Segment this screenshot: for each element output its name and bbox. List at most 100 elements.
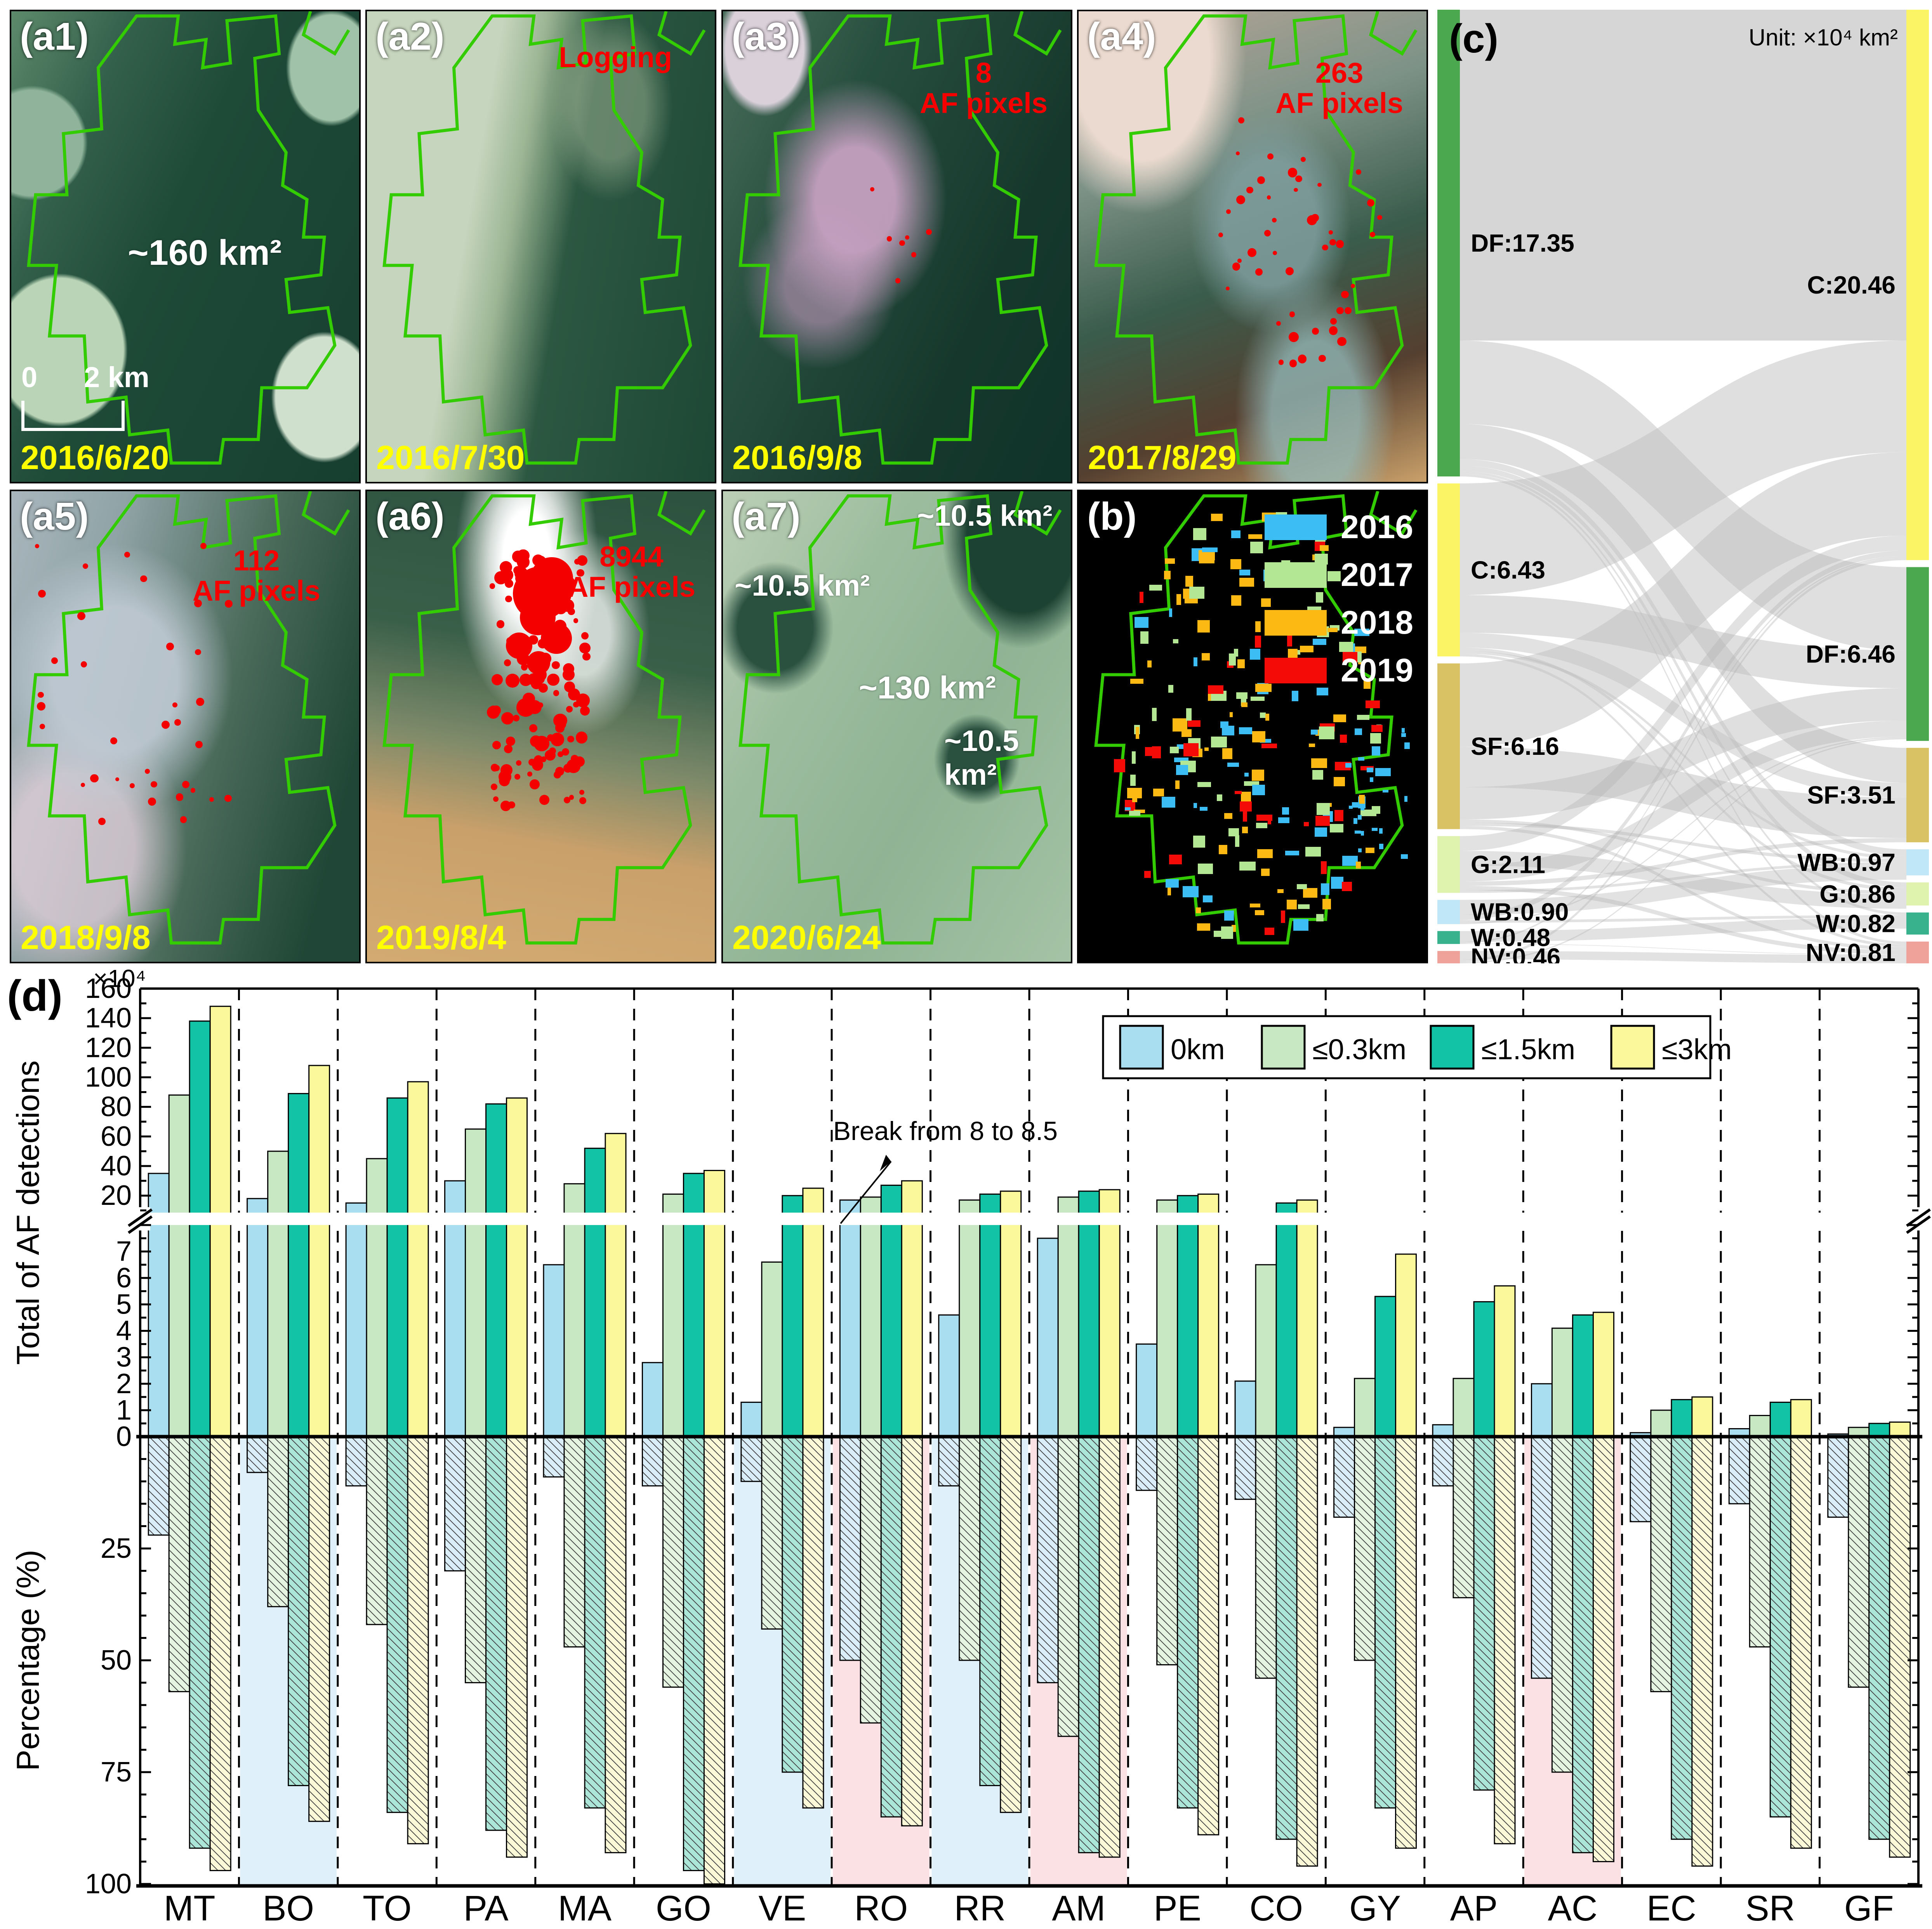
svg-text:CO: CO — [1249, 1889, 1303, 1928]
image-date: 2020/6/24 — [732, 919, 881, 956]
svg-text:SF:3.51: SF:3.51 — [1807, 781, 1896, 809]
svg-text:Break from 8 to 8.5: Break from 8 to 8.5 — [833, 1116, 1058, 1146]
legend-label: 2017 — [1341, 556, 1413, 593]
svg-text:Percentage (%): Percentage (%) — [10, 1550, 46, 1771]
svg-text:0km: 0km — [1171, 1033, 1225, 1065]
svg-text:40: 40 — [101, 1150, 132, 1182]
af-detections-bar-chart: 2040608010012014016001234567255075100×10… — [10, 969, 1931, 1928]
legend-swatch-2019 — [1265, 657, 1327, 683]
svg-text:DF:6.46: DF:6.46 — [1806, 640, 1896, 668]
svg-text:VE: VE — [759, 1889, 806, 1928]
protected-area-boundary — [1079, 11, 1426, 482]
svg-text:2: 2 — [116, 1368, 132, 1399]
svg-text:AM: AM — [1052, 1889, 1105, 1928]
area-annotation-1: ~10.5 km² — [917, 499, 1053, 532]
svg-text:WB:0.97: WB:0.97 — [1798, 848, 1896, 876]
logging-annotation: Logging — [559, 41, 672, 73]
svg-text:NV:0.46: NV:0.46 — [1471, 943, 1560, 963]
legend-item-2017: 2017 — [1265, 556, 1413, 594]
protected-area-boundary — [723, 491, 1071, 962]
image-date: 2016/6/20 — [21, 439, 169, 476]
protected-area-boundary — [1079, 491, 1426, 962]
protected-area-boundary — [11, 491, 359, 962]
svg-text:3: 3 — [116, 1342, 132, 1373]
af-count: 112 — [233, 544, 280, 577]
svg-text:1: 1 — [116, 1395, 132, 1426]
svg-text:120: 120 — [85, 1032, 132, 1063]
image-date: 2017/8/29 — [1088, 439, 1237, 476]
svg-text:DF:17.35: DF:17.35 — [1471, 229, 1574, 257]
svg-text:GY: GY — [1349, 1889, 1401, 1928]
panel-label: (a5) — [20, 495, 89, 538]
panel-label: (a2) — [375, 15, 445, 58]
panel-label: (a6) — [375, 495, 445, 538]
legend-item-2019: 2019 — [1265, 652, 1413, 689]
panel-a4: (a4) 263 AF pixels 2017/8/29 — [1077, 10, 1428, 483]
af-count: 263 — [1315, 57, 1364, 89]
svg-text:AP: AP — [1450, 1889, 1498, 1928]
svg-text:60: 60 — [101, 1121, 132, 1152]
panel-a7: (a7) ~10.5 km² ~10.5 km² ~130 km² ~10.5 … — [721, 490, 1072, 963]
panel-label: (b) — [1087, 495, 1137, 538]
protected-area-boundary — [11, 11, 359, 482]
svg-text:Total of AF detections: Total of AF detections — [10, 1060, 46, 1365]
svg-text:SF:6.16: SF:6.16 — [1471, 732, 1559, 760]
active-fire-dots — [367, 491, 715, 962]
svg-text:4: 4 — [116, 1316, 132, 1347]
af-label: AF pixels — [193, 574, 320, 607]
area-annotation-4: ~10.5 km² — [944, 725, 1019, 791]
svg-text:0: 0 — [116, 1421, 132, 1452]
svg-text:≤0.3km: ≤0.3km — [1312, 1033, 1406, 1065]
panel-label: (a1) — [20, 15, 89, 58]
svg-text:TO: TO — [363, 1889, 412, 1928]
svg-text:100: 100 — [85, 1868, 132, 1899]
svg-text:GF: GF — [1844, 1889, 1894, 1928]
svg-text:Unit: ×10⁴ km²: Unit: ×10⁴ km² — [1749, 24, 1898, 50]
af-pixels-annotation: 8944 AF pixels — [568, 542, 695, 602]
svg-text:NV:0.81: NV:0.81 — [1806, 938, 1896, 963]
panel-a2: (a2) Logging 2016/7/30 — [365, 10, 716, 483]
legend-swatch-2016 — [1265, 514, 1327, 540]
panel-label: (a7) — [731, 495, 801, 538]
svg-text:G:0.86: G:0.86 — [1819, 880, 1896, 908]
area-annotation: ~160 km² — [128, 233, 282, 273]
svg-text:C:6.43: C:6.43 — [1471, 556, 1545, 584]
svg-text:7: 7 — [116, 1236, 132, 1267]
legend-label: 2019 — [1341, 652, 1413, 688]
svg-text:≤1.5km: ≤1.5km — [1481, 1033, 1575, 1065]
panel-a6: (a6) 8944 AF pixels 2019/8/4 — [365, 490, 716, 963]
protected-area-boundary — [367, 491, 715, 962]
scale-dist: 2 km — [84, 361, 149, 393]
panel-a1: (a1) ~160 km² 0 2 km 2016/6/20 — [10, 10, 361, 483]
protected-area-boundary — [367, 11, 715, 482]
svg-text:C:20.46: C:20.46 — [1807, 271, 1896, 299]
panel-a3: (a3) 8 AF pixels 2016/9/8 — [721, 10, 1072, 483]
svg-text:PE: PE — [1154, 1889, 1201, 1928]
svg-text:5: 5 — [116, 1289, 132, 1320]
active-fire-dots — [1079, 11, 1426, 482]
af-pixels-annotation: 8 AF pixels — [920, 58, 1048, 118]
active-fire-dots — [11, 491, 359, 962]
panel-label: (a4) — [1087, 15, 1156, 58]
area-annotation-3: ~130 km² — [859, 670, 996, 706]
svg-text:EC: EC — [1647, 1889, 1696, 1928]
area-annotation-2: ~10.5 km² — [735, 569, 870, 602]
af-label: AF pixels — [568, 570, 695, 603]
svg-text:BO: BO — [262, 1889, 314, 1928]
legend-item-2016: 2016 — [1265, 508, 1413, 546]
svg-text:(c): (c) — [1449, 16, 1498, 61]
svg-text:80: 80 — [101, 1091, 132, 1123]
panel-d-label: (d) — [7, 971, 63, 1020]
legend-swatch-2017 — [1265, 562, 1327, 588]
image-date: 2018/9/8 — [21, 919, 151, 956]
svg-text:20: 20 — [101, 1180, 132, 1211]
protected-area-boundary — [723, 11, 1071, 482]
svg-text:MT: MT — [164, 1889, 215, 1928]
af-count: 8 — [975, 57, 992, 89]
land-cover-sankey: DF:17.35 C:6.43 SF:6.16 G:2.11 WB:0.90W:0.48… — [1437, 10, 1929, 963]
legend-label: 2018 — [1341, 604, 1413, 641]
year-legend: 2016 2017 2018 2019 — [1265, 508, 1413, 699]
svg-text:G:2.11: G:2.11 — [1471, 850, 1545, 878]
panel-a5: (a5) 112 AF pixels 2018/9/8 — [10, 490, 361, 963]
svg-text:160: 160 — [85, 973, 132, 1004]
